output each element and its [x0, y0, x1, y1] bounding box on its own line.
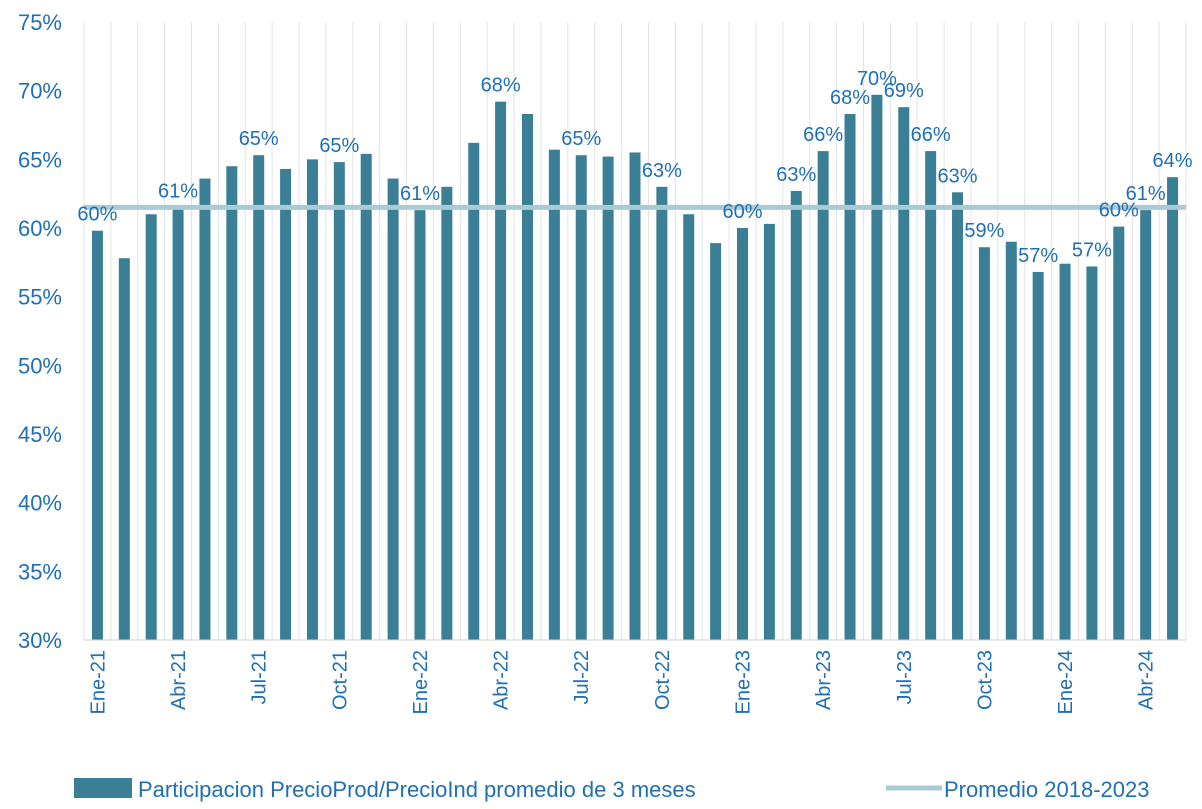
bar [253, 155, 265, 641]
y-tick-label: 70% [18, 79, 62, 104]
bar [172, 207, 184, 640]
bar [1032, 271, 1044, 640]
data-label: 66% [911, 124, 951, 146]
bar [495, 101, 507, 641]
data-label: 66% [803, 124, 843, 146]
bar [1005, 241, 1017, 640]
bar [1059, 263, 1071, 640]
grid-layer [83, 22, 1187, 640]
bar [629, 152, 641, 640]
bar [360, 153, 372, 640]
x-tick-label: Ene-22 [410, 650, 432, 715]
bars-layer [91, 94, 1179, 641]
axis-layer: 30% 35% 40% 45% 50% 55% 60% 65% 70% 75% Ene-21 Abr-… [18, 10, 1186, 715]
data-label: 65% [239, 128, 279, 150]
bar [118, 258, 130, 640]
bar [387, 178, 399, 640]
bar [1167, 177, 1179, 641]
y-tick-label: 65% [18, 147, 62, 172]
y-tick-label: 35% [18, 559, 62, 584]
y-tick-label: 50% [18, 353, 62, 378]
bar [978, 247, 990, 640]
bar [91, 230, 103, 640]
bar [817, 151, 829, 641]
data-label: 61% [400, 183, 440, 205]
x-tick-label: Jul-22 [571, 650, 593, 704]
bar [1113, 226, 1125, 641]
data-label: 61% [158, 180, 198, 202]
x-tick-label: Jul-23 [894, 650, 916, 704]
bar [280, 168, 292, 641]
x-tick-label: Oct-23 [974, 650, 996, 710]
bar [763, 223, 775, 640]
y-tick-label: 55% [18, 285, 62, 310]
bar [710, 243, 722, 640]
y-tick-label: 45% [18, 422, 62, 447]
x-tick-label: Abr-23 [813, 650, 835, 710]
data-label: 70% [857, 68, 897, 90]
data-label: 57% [1072, 239, 1112, 261]
y-tick-label: 30% [18, 628, 62, 653]
bar [898, 107, 910, 640]
bar [871, 94, 883, 640]
data-label: 63% [642, 160, 682, 182]
x-tick-label: Jul-21 [249, 650, 271, 704]
bar [521, 114, 533, 641]
bar [737, 228, 749, 640]
bar [790, 190, 802, 641]
x-tick-label: Oct-21 [329, 650, 351, 710]
data-label: 63% [776, 164, 816, 186]
data-label: 69% [884, 80, 924, 102]
bar [441, 186, 453, 641]
bar [1140, 210, 1152, 640]
bar [844, 114, 856, 641]
x-tick-label: Ene-24 [1055, 650, 1077, 715]
bar [199, 178, 211, 640]
data-label: 64% [1153, 150, 1193, 172]
bar [575, 155, 587, 641]
data-label: 68% [830, 87, 870, 109]
bar [414, 210, 426, 640]
data-label: 61% [1126, 183, 1166, 205]
bar [306, 159, 318, 641]
data-label: 60% [77, 204, 117, 226]
y-tick-label: 60% [18, 216, 62, 241]
bar [1086, 266, 1098, 640]
bar [925, 151, 937, 641]
bar [602, 156, 614, 640]
bar [468, 142, 480, 640]
data-labels-layer: 60%61%65% 65%61%68%65%63%60%63%66%68%70%6… [77, 68, 1192, 267]
data-label: 59% [964, 220, 1004, 242]
bar [548, 149, 560, 640]
y-tick-label: 40% [18, 491, 62, 516]
x-tick-label: Abr-22 [491, 650, 513, 710]
data-label: 60% [722, 201, 762, 223]
bar [952, 192, 964, 640]
legend-label-line: Promedio 2018-2023 [944, 777, 1149, 802]
data-label: 68% [481, 75, 521, 97]
y-tick-label: 75% [18, 10, 62, 35]
x-tick-label: Ene-21 [87, 650, 109, 715]
data-label: 65% [561, 128, 601, 150]
bar [145, 214, 157, 640]
bar [656, 186, 668, 641]
data-label: 60% [1099, 200, 1139, 222]
bar [683, 214, 695, 640]
x-tick-label: Ene-23 [733, 650, 755, 715]
x-tick-label: Abr-24 [1136, 650, 1158, 710]
x-tick-label: Oct-22 [652, 650, 674, 710]
data-label: 57% [1018, 245, 1058, 267]
legend-swatch-bars [74, 778, 132, 798]
legend: Participacion PrecioProd/PrecioInd prome… [74, 777, 1149, 802]
x-tick-label: Abr-21 [168, 650, 190, 710]
bar [333, 162, 345, 640]
data-label: 65% [319, 135, 359, 157]
legend-label-bars: Participacion PrecioProd/PrecioInd prome… [138, 777, 696, 802]
data-label: 63% [938, 165, 978, 187]
bar [226, 166, 238, 640]
